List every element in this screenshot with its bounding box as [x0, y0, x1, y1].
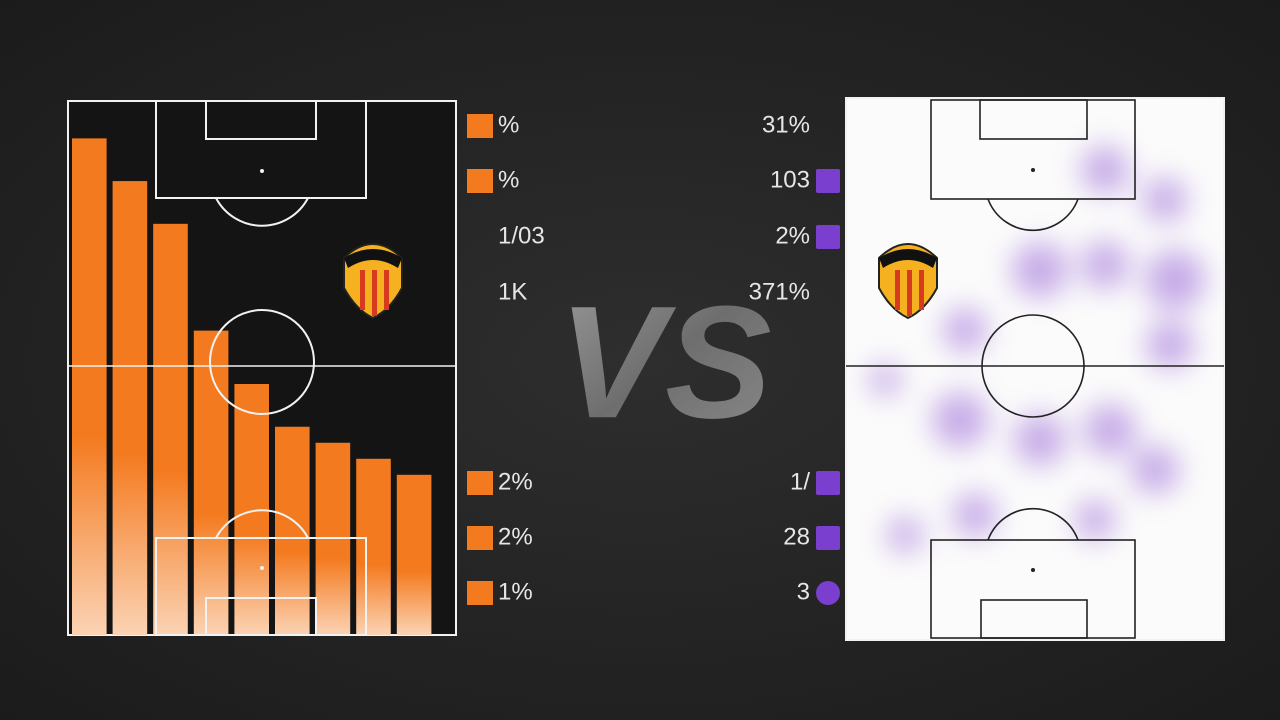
bar — [153, 223, 188, 635]
stat-icon — [816, 471, 840, 495]
stat-label: 1/ — [790, 468, 810, 495]
stat-label: 1K — [498, 278, 527, 305]
left-pitch — [67, 100, 457, 636]
stat-label: % — [498, 166, 519, 193]
vs-title: VS — [558, 272, 771, 451]
stat-icon — [816, 225, 840, 249]
stat-label: 103 — [770, 166, 810, 193]
stat-icon — [816, 526, 840, 550]
bar — [112, 181, 148, 635]
stat-label: 2% — [498, 523, 533, 550]
right-pitch — [845, 97, 1225, 641]
bar — [356, 458, 391, 635]
bar — [193, 330, 229, 635]
stat-label: 2% — [498, 468, 533, 495]
stat-icon — [467, 471, 493, 495]
stat-icon — [467, 169, 493, 193]
stat-label: 1% — [498, 578, 533, 605]
stat-label: 2% — [775, 222, 810, 249]
stat-icon — [467, 526, 493, 550]
stat-icon — [467, 581, 493, 605]
crest — [878, 243, 938, 320]
stat-label: 28 — [783, 523, 810, 550]
heatmap — [869, 146, 1205, 553]
stat-icon — [467, 114, 493, 138]
stat-icon — [816, 581, 840, 605]
stat-label: 3 — [797, 578, 810, 605]
crest — [343, 243, 403, 320]
bar — [72, 138, 107, 635]
stat-label: 31% — [762, 111, 810, 138]
bar — [396, 474, 432, 635]
stat-label: 1/03 — [498, 222, 545, 249]
stat-icon — [816, 169, 840, 193]
stat-label: 371% — [749, 278, 810, 305]
stat-label: % — [498, 111, 519, 138]
